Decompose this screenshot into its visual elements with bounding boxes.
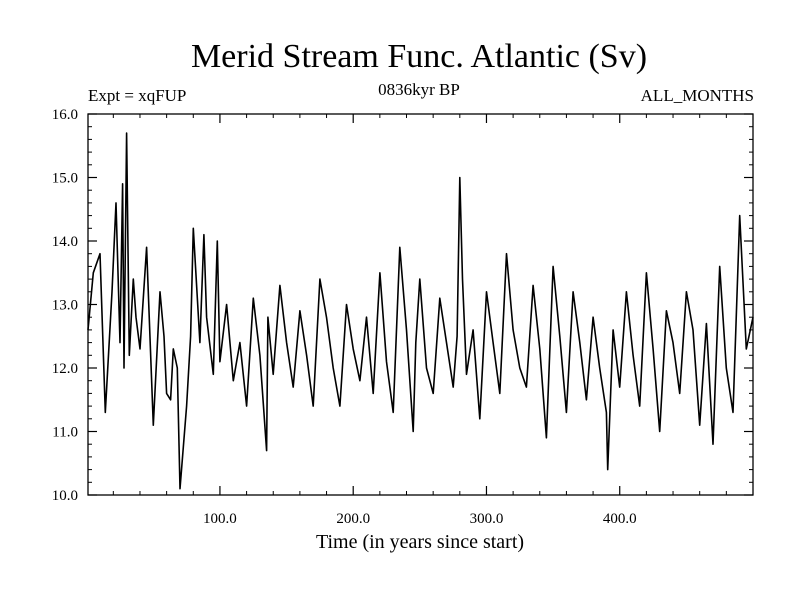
y-tick-label-0: 10.0 (52, 488, 78, 504)
y-tick-label-6: 16.0 (52, 107, 78, 123)
y-tick-label-4: 14.0 (52, 234, 78, 250)
x-tick-label-3: 400.0 (603, 511, 637, 527)
y-tick-label-5: 15.0 (52, 171, 78, 187)
series-line (87, 132, 754, 490)
plot-frame (87, 113, 754, 496)
x-tick-label-0: 100.0 (203, 511, 237, 527)
y-axis: 10.0 11.0 12.0 13.0 14.0 15.0 16.0 (52, 107, 753, 504)
experiment-label: Expt = xqFUP (88, 86, 187, 105)
months-label: ALL_MONTHS (640, 86, 754, 105)
chart-title: Merid Stream Func. Atlantic (Sv) (190, 38, 648, 75)
x-axis-title: Time (in years since start) (316, 531, 524, 553)
x-axis: 100.0 200.0 300.0 400.0 (112, 114, 727, 527)
x-tick-label-1: 200.0 (336, 511, 370, 527)
y-tick-label-3: 13.0 (52, 298, 78, 314)
y-tick-label-1: 11.0 (52, 425, 78, 441)
x-tick-label-2: 300.0 (470, 511, 504, 527)
y-tick-label-2: 12.0 (52, 361, 78, 377)
chart-subtitle: 0836kyr BP (378, 80, 460, 99)
